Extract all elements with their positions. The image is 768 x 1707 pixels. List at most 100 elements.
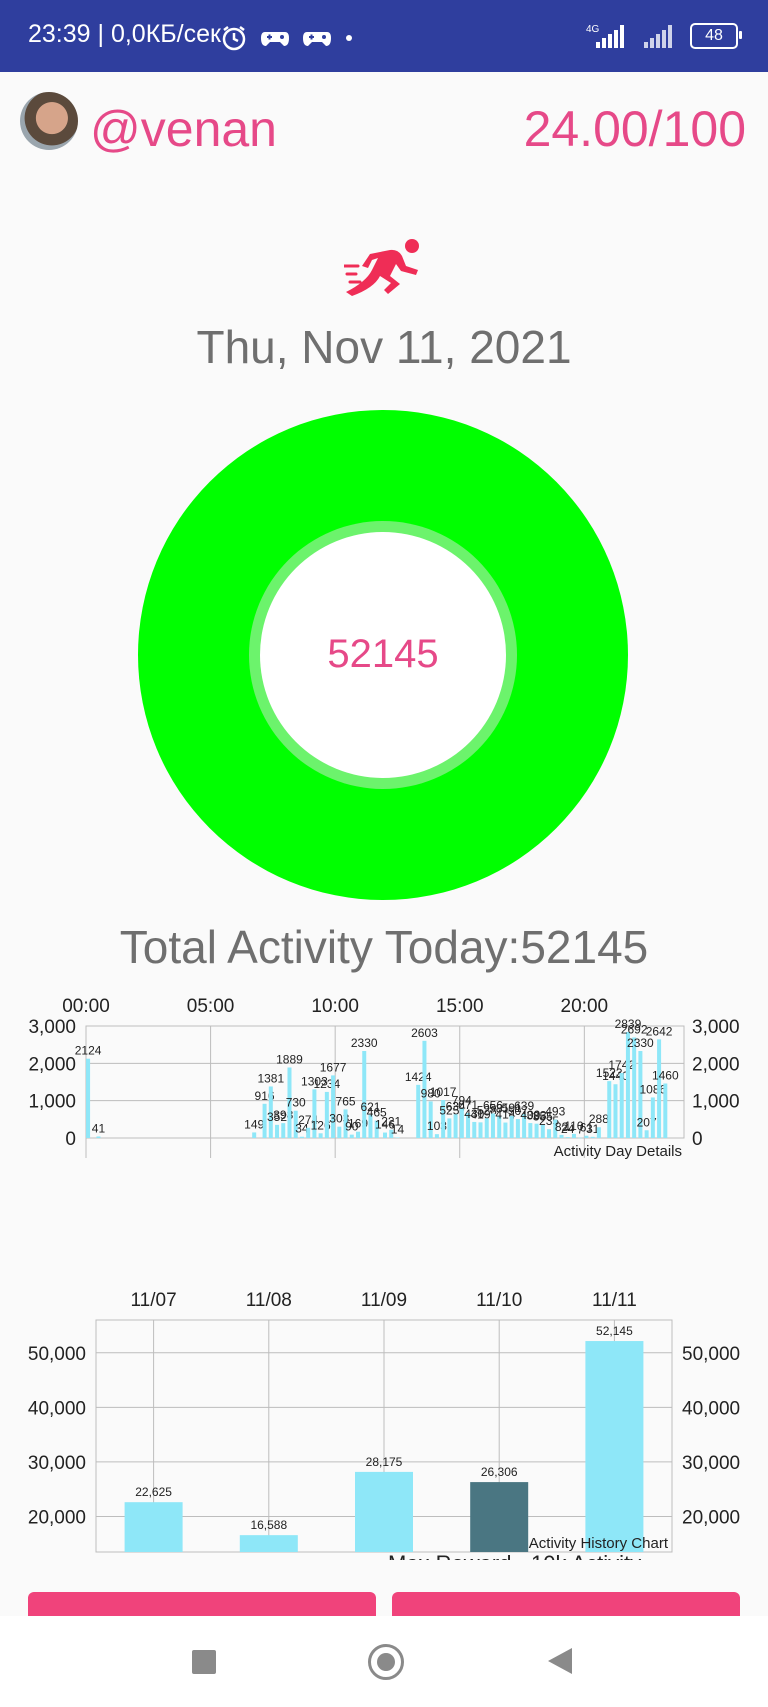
avatar[interactable] xyxy=(20,92,78,150)
x-tick-label: 10:00 xyxy=(311,996,359,1017)
chart-bar[interactable] xyxy=(619,1072,624,1138)
chart-bar[interactable] xyxy=(422,1040,427,1138)
chart-bar[interactable] xyxy=(657,1039,662,1138)
chart-bar[interactable] xyxy=(559,1134,564,1138)
chart-bar[interactable] xyxy=(547,1129,552,1138)
chart-bar[interactable] xyxy=(478,1122,483,1138)
activity-history-chart[interactable]: 50,000 50,000 40,000 40,000 30,000 30,000 20,0… xyxy=(0,1280,768,1560)
chart-bar[interactable] xyxy=(428,1101,433,1138)
chart-bar[interactable] xyxy=(343,1109,348,1138)
chart-bar[interactable] xyxy=(497,1116,502,1138)
chart-bar[interactable] xyxy=(472,1121,477,1138)
chart-bar[interactable] xyxy=(590,1136,595,1138)
chart-bar[interactable] xyxy=(337,1126,342,1138)
back-button[interactable] xyxy=(548,1648,572,1674)
chart-bar[interactable] xyxy=(268,1086,273,1138)
chart-bar[interactable] xyxy=(571,1133,576,1138)
bar-value-label: 581 xyxy=(489,1101,509,1115)
chart-bar[interactable] xyxy=(86,1058,91,1138)
chart-bar[interactable] xyxy=(484,1118,489,1138)
chart-description: Activity History Chart xyxy=(529,1535,669,1552)
left-action-button[interactable] xyxy=(28,1592,376,1616)
chart-bar[interactable] xyxy=(281,1123,286,1138)
bar-value-label: 2330 xyxy=(351,1036,378,1050)
chart-bar[interactable] xyxy=(466,1112,471,1138)
chart-bar[interactable] xyxy=(389,1129,394,1138)
chart-bar[interactable] xyxy=(252,1132,257,1138)
chart-bar[interactable] xyxy=(299,1136,304,1138)
chart-bar[interactable] xyxy=(262,1103,267,1138)
chart-bar[interactable] xyxy=(416,1084,421,1138)
chart-bar[interactable] xyxy=(638,1051,643,1138)
chart-bar[interactable] xyxy=(650,1097,655,1138)
y-tick-label-left: 50,000 xyxy=(28,1344,86,1365)
chart-bar[interactable] xyxy=(607,1081,612,1138)
chart-bar[interactable] xyxy=(534,1123,539,1138)
chart-bar[interactable] xyxy=(447,1118,452,1138)
chart-bar[interactable] xyxy=(540,1124,545,1138)
home-button[interactable] xyxy=(368,1644,404,1680)
right-action-button[interactable] xyxy=(392,1592,740,1616)
chart-bar[interactable] xyxy=(528,1123,533,1138)
chart-bar[interactable] xyxy=(644,1130,649,1138)
bar-value-label: 52,145 xyxy=(596,1324,633,1338)
chart-bar[interactable] xyxy=(239,1535,298,1552)
chart-bar[interactable] xyxy=(287,1067,292,1138)
chart-bar[interactable] xyxy=(441,1100,446,1138)
chart-bar[interactable] xyxy=(96,1136,101,1138)
bar-value-label: 26,306 xyxy=(481,1465,518,1479)
activity-day-chart[interactable]: 3,000 3,000 2,000 2,000 1,000 1,000 0 0 00:00 05:… xyxy=(0,988,768,1264)
chart-bar[interactable] xyxy=(503,1122,508,1138)
chart-bar[interactable] xyxy=(293,1110,298,1138)
chart-bar[interactable] xyxy=(374,1120,379,1138)
x-tick-label: 05:00 xyxy=(187,996,235,1017)
chart-bar[interactable] xyxy=(324,1091,329,1138)
chart-bar[interactable] xyxy=(553,1119,558,1138)
system-nav-bar xyxy=(0,1616,768,1707)
bar-value-label: 1523 xyxy=(596,1066,623,1080)
y-tick-label-right: 40,000 xyxy=(682,1398,740,1419)
chart-bar[interactable] xyxy=(585,1341,644,1552)
chart-bar[interactable] xyxy=(356,1131,361,1138)
chart-bar[interactable] xyxy=(584,1135,589,1138)
chart-bar[interactable] xyxy=(383,1132,387,1138)
chart-bar[interactable] xyxy=(355,1471,413,1552)
chart-bar[interactable] xyxy=(368,1114,373,1138)
dot-icon xyxy=(346,35,352,41)
chart-bar[interactable] xyxy=(490,1113,495,1138)
chart-bar[interactable] xyxy=(453,1114,458,1138)
chart-bar[interactable] xyxy=(565,1137,570,1138)
chart-bar[interactable] xyxy=(663,1083,668,1138)
chart-bar[interactable] xyxy=(459,1108,464,1138)
chart-bar[interactable] xyxy=(434,1134,439,1138)
bar-value-label: 639 xyxy=(514,1099,534,1113)
recent-apps-button[interactable] xyxy=(192,1650,216,1674)
chart-bar[interactable] xyxy=(124,1502,183,1552)
bar-value-label: 1424 xyxy=(405,1070,432,1084)
chart-bar[interactable] xyxy=(578,1137,583,1139)
chart-bar[interactable] xyxy=(306,1127,311,1138)
chart-bar[interactable] xyxy=(362,1051,367,1138)
game-controller-icon xyxy=(261,32,289,46)
chart-bar[interactable] xyxy=(596,1127,601,1138)
chart-bar[interactable] xyxy=(470,1482,529,1552)
chart-bar[interactable] xyxy=(331,1075,336,1138)
chart-bar[interactable] xyxy=(275,1124,280,1138)
chart-bar[interactable] xyxy=(632,1037,637,1138)
chart-bar[interactable] xyxy=(395,1137,400,1138)
chart-bar[interactable] xyxy=(318,1133,323,1138)
chart-bar[interactable] xyxy=(349,1134,354,1138)
bar-value-label: 400 xyxy=(520,1108,540,1122)
chart-bar[interactable] xyxy=(515,1119,520,1138)
alarm-icon xyxy=(222,26,246,51)
chart-bar[interactable] xyxy=(509,1115,514,1138)
bar-value-label: 22,625 xyxy=(135,1485,172,1499)
bar-value-label: 465 xyxy=(367,1106,387,1120)
chart-bar[interactable] xyxy=(613,1084,618,1138)
chart-bar[interactable] xyxy=(625,1032,630,1138)
chart-bar[interactable] xyxy=(522,1114,527,1138)
score: 24.00/100 xyxy=(523,101,746,157)
activity-date: Thu, Nov 11, 2021 xyxy=(196,321,572,373)
battery-icon: 48 xyxy=(690,23,742,49)
chart-bar[interactable] xyxy=(312,1089,317,1138)
